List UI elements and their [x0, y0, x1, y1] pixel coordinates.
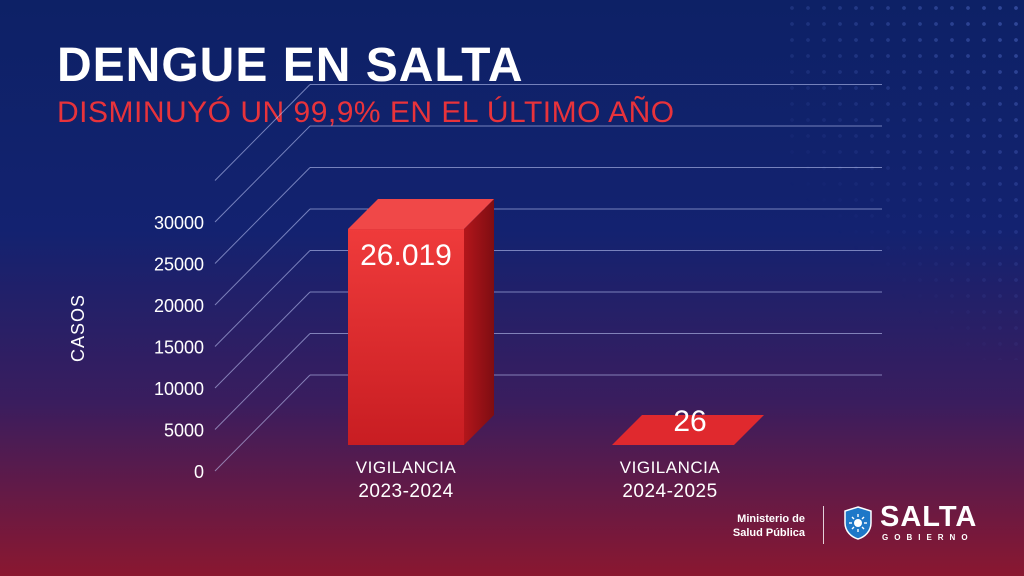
brand-subtitle: GOBIERNO [882, 533, 974, 542]
grid-diagonal-3 [214, 250, 311, 347]
bar-value-label-0: 26.019 [360, 239, 452, 272]
bar-value-label-1: 26 [673, 405, 706, 438]
x-category-label-0-0: VIGILANCIA [356, 458, 457, 477]
dot-pattern-decoration [784, 0, 1024, 360]
page-subtitle: DISMINUYÓ UN 99,9% EN EL ÚLTIMO AÑO [57, 96, 675, 129]
footer-divider [823, 506, 824, 544]
grid-diagonal-4 [214, 208, 311, 306]
ministry-label: Ministerio de Salud Pública [725, 513, 805, 541]
ministry-line-2: Salud Pública [732, 526, 805, 539]
y-axis-label: CASOS [68, 293, 88, 362]
y-tick-label-1: 5000 [164, 421, 204, 441]
y-tick-label-2: 10000 [154, 379, 204, 399]
bar-flat-1 [612, 415, 764, 445]
y-tick-label-5: 25000 [154, 255, 204, 275]
ministry-line-1: Ministerio de [737, 513, 805, 525]
x-category-label-1-1: 2024-2025 [622, 481, 717, 502]
grid-diagonal-2 [214, 291, 311, 389]
grid-diagonal-top [214, 84, 311, 181]
bar-front-0 [348, 229, 464, 445]
y-tick-label-6: 30000 [154, 213, 204, 233]
x-category-label-1-0: VIGILANCIA [620, 458, 721, 477]
x-category-label-0-1: 2023-2024 [358, 481, 453, 502]
y-tick-label-0: 0 [194, 462, 204, 482]
y-tick-label-3: 15000 [154, 338, 204, 358]
grid-diagonal-6 [214, 125, 311, 223]
bar-side-0 [464, 199, 494, 445]
salta-shield-icon [844, 506, 872, 540]
grid-diagonal-5 [214, 167, 311, 264]
y-tick-label-4: 20000 [154, 296, 204, 316]
page-title: DENGUE EN SALTA [57, 39, 524, 92]
bar-top-0 [348, 199, 494, 230]
brand-name: SALTA [880, 501, 978, 533]
y-axis-label-wrap: CASOS [62, 294, 102, 380]
grid-diagonal-0 [214, 374, 311, 472]
grid-diagonal-1 [214, 333, 311, 430]
